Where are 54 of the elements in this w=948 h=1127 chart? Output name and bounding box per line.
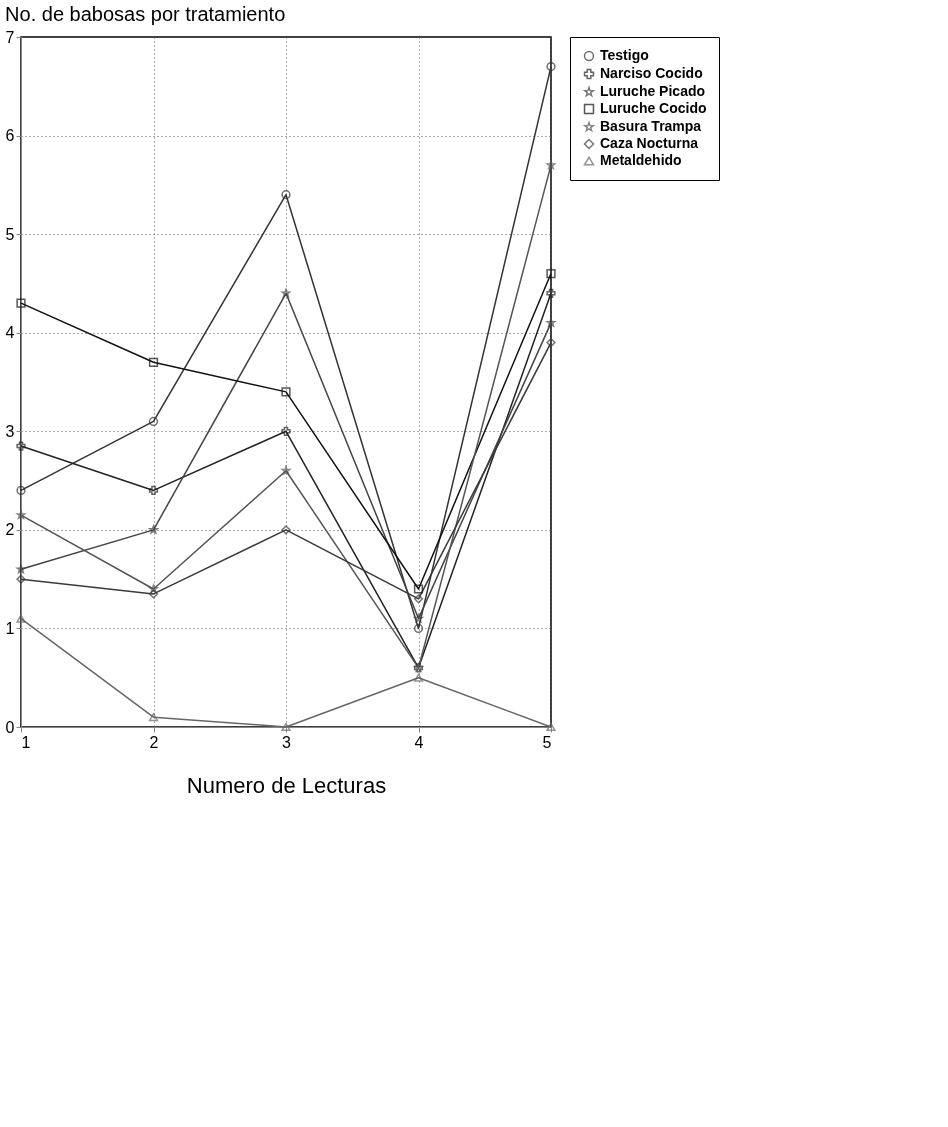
point — [149, 584, 158, 593]
point — [546, 61, 556, 72]
chart-title: No. de babosas por tratamiento — [5, 3, 286, 25]
point — [546, 160, 556, 170]
point — [149, 525, 158, 534]
point — [413, 594, 424, 604]
point — [414, 613, 423, 623]
x-tick-label: 3 — [282, 733, 292, 751]
point — [281, 387, 291, 397]
y-tick-label: 7 — [5, 28, 15, 46]
point — [148, 485, 159, 496]
legend-label: Basura Trampa — [600, 118, 702, 134]
point — [148, 357, 159, 367]
point — [148, 713, 159, 722]
point — [281, 426, 291, 436]
point — [546, 268, 556, 279]
legend-label: Testigo — [600, 47, 649, 63]
point — [281, 466, 291, 475]
point — [413, 623, 424, 634]
y-tick-label: 4 — [5, 324, 15, 342]
x-tick-label: 2 — [149, 733, 159, 751]
point — [16, 510, 26, 519]
legend-label: Luruche Picado — [600, 83, 706, 99]
legend-label: Metaldehido — [600, 152, 682, 168]
point — [281, 722, 291, 732]
point — [546, 288, 556, 298]
x-tick-label: 4 — [414, 733, 424, 751]
point — [16, 614, 26, 623]
point — [281, 288, 291, 298]
point — [16, 441, 26, 451]
point — [546, 337, 556, 348]
point — [148, 416, 159, 427]
y-tick-label: 2 — [5, 521, 15, 539]
point — [281, 525, 291, 535]
point — [413, 584, 424, 594]
legend-label: Caza Nocturna — [600, 135, 699, 151]
point — [546, 318, 556, 327]
x-tick-label: 1 — [21, 733, 31, 751]
y-tick-label: 5 — [5, 225, 15, 243]
legend-label: Narciso Cocido — [600, 65, 703, 81]
x-axis-title: Numero de Lecturas — [186, 772, 387, 798]
point — [16, 298, 26, 308]
x-tick-label: 5 — [542, 733, 552, 751]
y-tick-label: 3 — [5, 422, 15, 440]
y-tick-label: 1 — [5, 619, 15, 637]
point — [281, 190, 291, 200]
point — [413, 673, 424, 682]
y-tick-label: 0 — [5, 718, 15, 736]
point — [16, 574, 26, 584]
legend-label: Luruche Cocido — [600, 100, 707, 116]
y-tick-label: 6 — [5, 127, 15, 145]
point — [16, 564, 26, 574]
point — [148, 589, 159, 599]
point — [16, 485, 26, 496]
